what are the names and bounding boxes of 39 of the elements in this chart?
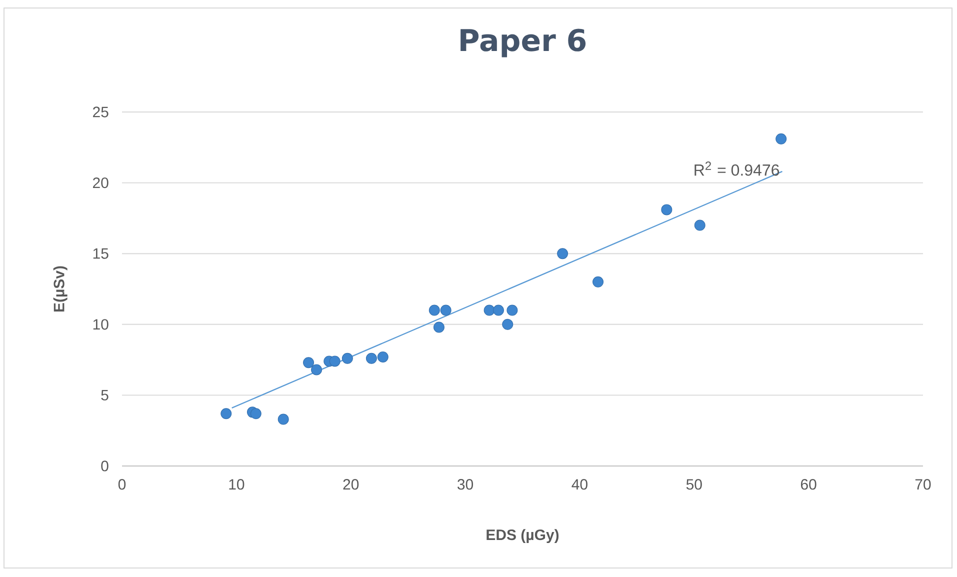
point (377, 351, 388, 362)
y-tick-label: 25 (93, 106, 108, 118)
point (433, 322, 444, 333)
y-tick-label: 15 (93, 248, 108, 259)
x-tick-label: 70 (915, 479, 931, 490)
y-tick-label: 10 (93, 319, 108, 330)
point (311, 364, 322, 376)
y-axis-title: E(µSv) (53, 266, 68, 312)
point (329, 356, 340, 367)
annotation: R$^{2}$ = 0.9476 (694, 162, 780, 176)
point (484, 304, 495, 316)
point (502, 318, 514, 330)
x-tick-label: 40 (572, 479, 588, 490)
point (366, 352, 377, 364)
x-tick-label: 0 (118, 479, 126, 490)
x-tick-label: 10 (229, 479, 244, 490)
point (303, 357, 314, 368)
point (592, 276, 604, 288)
point (661, 204, 672, 216)
point (250, 408, 262, 420)
point (428, 304, 440, 316)
point (440, 304, 452, 316)
x-tick-label: 20 (343, 479, 359, 490)
x-tick-label: 60 (800, 479, 816, 490)
point (278, 414, 289, 425)
point (776, 133, 787, 144)
x-tick-label: 30 (458, 479, 474, 490)
x-tick-label: 50 (686, 479, 702, 490)
y-tick-label: 5 (101, 390, 108, 400)
point (492, 304, 504, 316)
point (557, 248, 568, 260)
y-tick-label: 0 (101, 460, 108, 472)
x-axis-title: EDS (µGy) (486, 529, 559, 544)
chart-title: Paper 6 (460, 28, 586, 58)
point (342, 352, 353, 364)
y-tick-label: 20 (93, 177, 108, 188)
point (220, 408, 232, 420)
point (506, 304, 518, 316)
point (694, 220, 706, 231)
